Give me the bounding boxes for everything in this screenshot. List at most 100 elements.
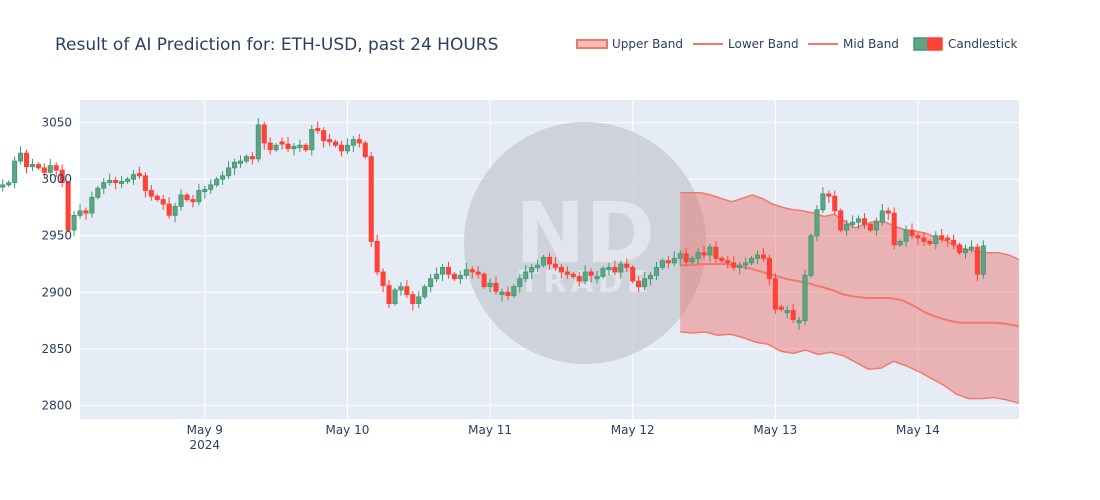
candle-body	[226, 167, 232, 177]
candle	[927, 239, 933, 246]
candle	[594, 270, 600, 284]
candle-body	[113, 179, 119, 183]
candle	[428, 274, 434, 293]
prediction-bands	[680, 192, 1020, 404]
legend-item[interactable]: Mid Band	[808, 37, 899, 51]
candle-body	[570, 273, 576, 277]
y-tick-label: 3050	[41, 116, 72, 130]
candle	[0, 179, 6, 192]
legend-item[interactable]: Candlestick	[913, 37, 1018, 51]
candle	[487, 278, 493, 293]
candle-body	[350, 139, 356, 146]
candle	[160, 195, 166, 210]
candle	[362, 140, 368, 159]
candle-body	[154, 195, 160, 200]
legend-item[interactable]: Upper Band	[576, 37, 683, 51]
candle-body	[481, 273, 487, 288]
candle-body	[885, 210, 891, 214]
legend-swatch-up	[913, 37, 929, 51]
candle-body	[214, 178, 220, 186]
candle	[957, 242, 963, 255]
candle-body	[576, 276, 582, 282]
candle	[291, 142, 297, 156]
candle-body	[487, 282, 493, 288]
candle	[279, 137, 285, 150]
candle	[113, 176, 119, 190]
candle	[707, 243, 713, 262]
candle	[962, 244, 969, 259]
candle	[772, 273, 778, 314]
y-tick-label: 2950	[41, 229, 72, 243]
candle-body	[53, 165, 59, 171]
candle	[517, 274, 523, 293]
candle-body	[677, 253, 683, 259]
candle-body	[873, 221, 879, 231]
candle-body	[71, 214, 77, 231]
candle-body	[130, 174, 137, 180]
legend-label: Mid Band	[843, 37, 899, 51]
candle	[125, 176, 131, 184]
legend-swatch	[576, 39, 608, 49]
candle-body	[321, 130, 327, 142]
candle	[499, 288, 505, 302]
candle	[671, 251, 677, 267]
legend-label: Lower Band	[728, 37, 799, 51]
candle	[879, 204, 885, 226]
candle-body	[261, 124, 267, 144]
candle	[778, 304, 784, 312]
candle	[178, 189, 184, 211]
candle	[951, 234, 957, 250]
candle	[647, 271, 654, 286]
candle	[386, 279, 392, 309]
candle	[642, 271, 648, 291]
candle	[237, 155, 244, 168]
candle-body	[517, 278, 523, 288]
candle-body	[933, 235, 939, 245]
candle-body	[83, 210, 89, 214]
candle	[368, 152, 374, 248]
legend[interactable]: Upper Band Lower Band Mid Band Candlestick	[576, 37, 1018, 51]
legend-label: Candlestick	[948, 37, 1018, 51]
candle-body	[35, 164, 41, 169]
candle-body	[338, 144, 345, 152]
candle-body	[463, 269, 469, 276]
candle-body	[190, 199, 196, 203]
candle	[695, 248, 701, 265]
candle-body	[136, 173, 142, 177]
candle	[529, 264, 535, 279]
candle-body	[743, 262, 749, 266]
candle-body	[826, 193, 832, 197]
chart-title: Result of AI Prediction for: ETH-USD, pa…	[55, 35, 498, 55]
candle-body	[867, 224, 873, 231]
candle-body	[291, 145, 297, 150]
legend-swatch-down	[927, 37, 943, 51]
candle-body	[850, 221, 856, 225]
candle	[808, 233, 814, 278]
candle-body	[701, 252, 707, 256]
candle-body	[119, 181, 125, 185]
candle-body	[196, 190, 202, 203]
candle-body	[838, 210, 844, 231]
candle	[754, 250, 761, 265]
candle-body	[695, 252, 701, 259]
candle	[29, 158, 35, 172]
x-tick-label: May 9	[187, 423, 223, 437]
candle	[624, 258, 630, 272]
candle-body	[814, 209, 820, 237]
candle	[321, 127, 327, 148]
candle	[410, 291, 416, 311]
candle-body	[855, 218, 862, 223]
candle-body	[475, 271, 481, 275]
legend-item[interactable]: Lower Band	[693, 37, 799, 51]
candle	[249, 152, 255, 165]
candle-body	[689, 257, 695, 263]
candle	[600, 266, 606, 279]
candle	[826, 190, 832, 203]
candle	[855, 215, 862, 229]
candle-body	[333, 141, 339, 146]
candle-body	[541, 256, 547, 266]
candle-body	[172, 205, 178, 216]
candle-body	[202, 188, 208, 193]
candle	[897, 239, 903, 248]
candle	[184, 192, 190, 202]
